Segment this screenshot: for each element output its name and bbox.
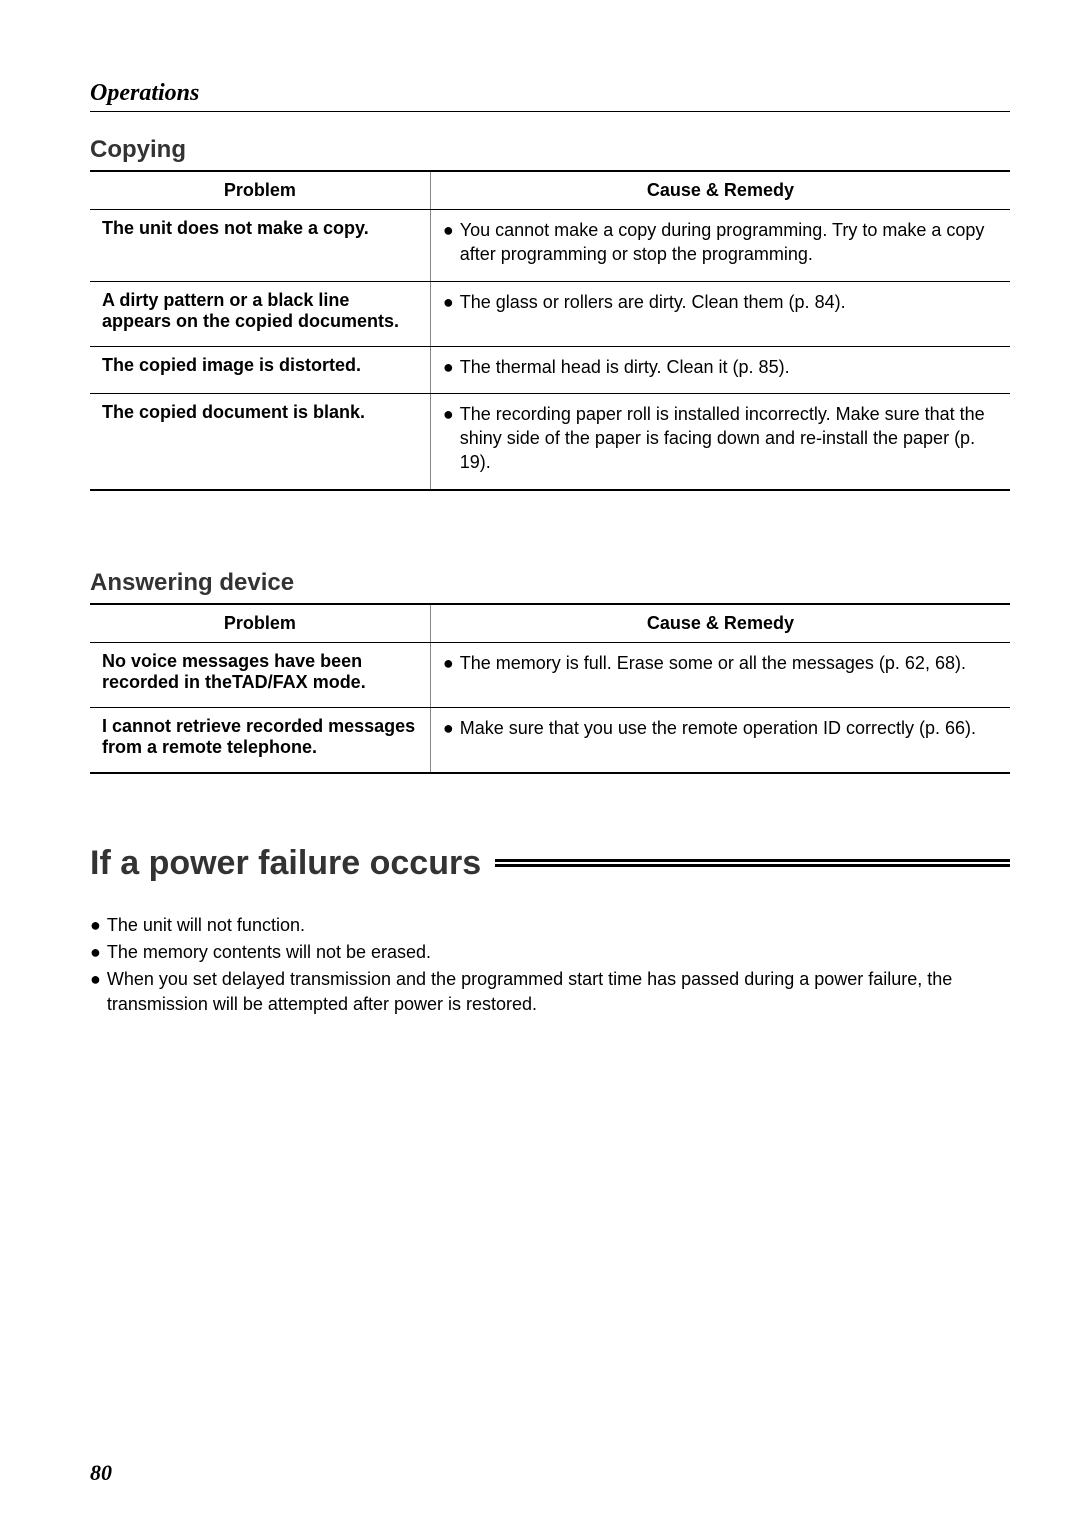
remedy-text: You cannot make a copy during programmin…	[460, 218, 998, 267]
problem-cell: The copied document is blank.	[90, 393, 430, 489]
table-row: The copied image is distorted. ●The ther…	[90, 346, 1010, 393]
power-failure-list: ●The unit will not function. ●The memory…	[90, 913, 1010, 1018]
copying-table: Problem Cause & Remedy The unit does not…	[90, 170, 1010, 491]
answering-col-remedy: Cause & Remedy	[430, 604, 1010, 643]
bullet-icon: ●	[443, 355, 454, 379]
remedy-cell: ●The recording paper roll is installed i…	[430, 393, 1010, 489]
remedy-cell: ●The memory is full. Erase some or all t…	[430, 642, 1010, 707]
answering-col-problem: Problem	[90, 604, 430, 643]
bullet-icon: ●	[443, 651, 454, 675]
problem-cell: The copied image is distorted.	[90, 346, 430, 393]
problem-cell: I cannot retrieve recorded messages from…	[90, 707, 430, 773]
remedy-text: The glass or rollers are dirty. Clean th…	[460, 290, 846, 314]
problem-cell: The unit does not make a copy.	[90, 210, 430, 282]
list-item: ●The memory contents will not be erased.	[90, 940, 1010, 965]
page-number: 80	[90, 1460, 112, 1486]
remedy-text: Make sure that you use the remote operat…	[460, 716, 976, 740]
section-rule	[90, 111, 1010, 112]
problem-cell: No voice messages have been recorded in …	[90, 642, 430, 707]
remedy-cell: ●The thermal head is dirty. Clean it (p.…	[430, 346, 1010, 393]
bullet-icon: ●	[443, 716, 454, 740]
remedy-cell: ●You cannot make a copy during programmi…	[430, 210, 1010, 282]
remedy-text: The thermal head is dirty. Clean it (p. …	[460, 355, 790, 379]
list-item: ●When you set delayed transmission and t…	[90, 967, 1010, 1017]
table-row: A dirty pattern or a black line appears …	[90, 281, 1010, 346]
bullet-icon: ●	[443, 402, 454, 426]
section-label: Operations	[90, 80, 1010, 107]
list-item: ●The unit will not function.	[90, 913, 1010, 938]
copying-col-problem: Problem	[90, 171, 430, 210]
remedy-text: The memory is full. Erase some or all th…	[460, 651, 966, 675]
bullet-icon: ●	[90, 967, 101, 1017]
power-failure-heading-wrap: If a power failure occurs	[90, 844, 1010, 883]
table-row: I cannot retrieve recorded messages from…	[90, 707, 1010, 773]
bullet-icon: ●	[443, 218, 454, 242]
list-text: The memory contents will not be erased.	[107, 940, 431, 965]
bullet-icon: ●	[443, 290, 454, 314]
table-row: The copied document is blank. ●The recor…	[90, 393, 1010, 489]
answering-table: Problem Cause & Remedy No voice messages…	[90, 603, 1010, 774]
list-text: The unit will not function.	[107, 913, 305, 938]
bullet-icon: ●	[90, 913, 101, 938]
problem-cell: A dirty pattern or a black line appears …	[90, 281, 430, 346]
heading-rule	[495, 859, 1010, 867]
copying-col-remedy: Cause & Remedy	[430, 171, 1010, 210]
table-row: The unit does not make a copy. ●You cann…	[90, 210, 1010, 282]
bullet-icon: ●	[90, 940, 101, 965]
remedy-cell: ●The glass or rollers are dirty. Clean t…	[430, 281, 1010, 346]
list-text: When you set delayed transmission and th…	[107, 967, 1010, 1017]
answering-heading: Answering device	[90, 569, 1010, 597]
remedy-cell: ●Make sure that you use the remote opera…	[430, 707, 1010, 773]
remedy-text: The recording paper roll is installed in…	[460, 402, 998, 475]
table-row: No voice messages have been recorded in …	[90, 642, 1010, 707]
power-failure-heading: If a power failure occurs	[90, 844, 481, 883]
copying-heading: Copying	[90, 136, 1010, 164]
